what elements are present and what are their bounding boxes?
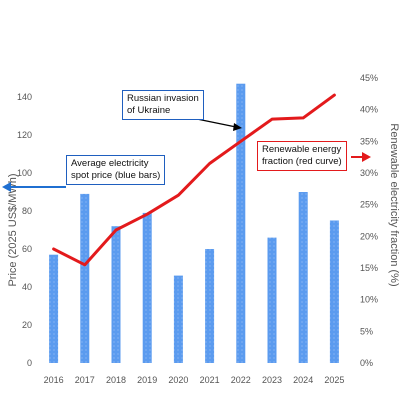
renewable-annotation: Renewable energy fraction (red curve) bbox=[257, 141, 347, 171]
price-bar-2017 bbox=[80, 193, 90, 363]
renewable-fraction-curve bbox=[52, 93, 336, 267]
right-tick-labels: 0% 5% 10% 15% 20% 25% 30% 35% 40% 45% bbox=[360, 73, 378, 368]
invasion-line-1: Russian invasion bbox=[127, 93, 199, 104]
y2-tick-40pct: 40% bbox=[360, 105, 378, 115]
invasion-line-2: of Ukraine bbox=[127, 105, 171, 116]
price-bar-2022 bbox=[236, 83, 246, 363]
x-tick-2018: 2018 bbox=[106, 375, 126, 385]
y2-tick-25pct: 25% bbox=[360, 200, 378, 210]
right-axis-title: Renewable electricity fraction (%) bbox=[388, 123, 400, 286]
x-tick-2022: 2022 bbox=[231, 375, 251, 385]
y-tick-0: 0 bbox=[27, 358, 32, 368]
price-bar-2024 bbox=[298, 192, 308, 363]
y-tick-100: 100 bbox=[17, 168, 32, 178]
x-tick-2024: 2024 bbox=[293, 375, 313, 385]
y2-tick-15pct: 15% bbox=[360, 263, 378, 273]
x-tick-2017: 2017 bbox=[75, 375, 95, 385]
x-tick-labels: 2016 2017 2018 2019 2020 2021 2022 2023 2024 2025 bbox=[44, 375, 345, 385]
price-bar-2019 bbox=[142, 212, 152, 363]
y-tick-60: 60 bbox=[22, 244, 32, 254]
renewable-point-2019 bbox=[146, 213, 148, 215]
y2-tick-0pct: 0% bbox=[360, 358, 373, 368]
left-axis-title: Price (2025 US$/MWh) bbox=[7, 173, 19, 286]
price-line-1: Average electricity bbox=[71, 158, 149, 169]
renewable-point-2025 bbox=[333, 94, 336, 96]
y2-tick-35pct: 35% bbox=[360, 136, 378, 146]
price-bar-2018 bbox=[111, 226, 121, 363]
renewable-line-2: fraction (red curve) bbox=[262, 156, 342, 167]
price-bar-2025 bbox=[329, 220, 339, 363]
price-bar-2016 bbox=[49, 254, 59, 363]
y2-tick-20pct: 20% bbox=[360, 231, 378, 241]
x-tick-2020: 2020 bbox=[168, 375, 188, 385]
x-tick-2023: 2023 bbox=[262, 375, 282, 385]
y2-tick-10pct: 10% bbox=[360, 295, 378, 305]
renewable-point-2022 bbox=[240, 140, 242, 143]
price-bars bbox=[49, 83, 339, 363]
y-tick-20: 20 bbox=[22, 320, 32, 330]
y2-tick-30pct: 30% bbox=[360, 168, 378, 178]
invasion-arrowhead bbox=[233, 123, 242, 131]
y2-tick-5pct: 5% bbox=[360, 326, 373, 336]
y-tick-120: 120 bbox=[17, 130, 32, 140]
renewable-point-2024 bbox=[302, 117, 305, 119]
x-tick-2019: 2019 bbox=[137, 375, 157, 385]
price-bar-2023 bbox=[267, 237, 277, 363]
renewable-point-2021 bbox=[208, 162, 211, 165]
x-tick-2021: 2021 bbox=[200, 375, 220, 385]
y-tick-140: 140 bbox=[17, 92, 32, 102]
invasion-annotation: Russian invasion of Ukraine bbox=[122, 90, 204, 120]
y2-tick-45pct: 45% bbox=[360, 73, 378, 83]
price-bar-2020 bbox=[173, 275, 183, 363]
renewable-arrowhead bbox=[362, 152, 371, 162]
annotation-arrows bbox=[2, 117, 371, 192]
renewable-point-2016 bbox=[52, 248, 55, 250]
renewable-line bbox=[52, 93, 336, 267]
y-tick-40: 40 bbox=[22, 282, 32, 292]
price-arrowhead bbox=[2, 182, 11, 192]
price-annotation: Average electricity spot price (blue bar… bbox=[66, 155, 166, 185]
price-bar-2021 bbox=[205, 249, 215, 363]
renewable-line-1: Renewable energy bbox=[262, 144, 342, 155]
y-tick-80: 80 bbox=[22, 206, 32, 216]
renewable-point-2017 bbox=[84, 264, 86, 266]
x-tick-2016: 2016 bbox=[44, 375, 64, 385]
x-tick-2025: 2025 bbox=[324, 375, 344, 385]
price-line-2: spot price (blue bars) bbox=[71, 170, 161, 181]
left-tick-labels: 0 20 40 60 80 100 120 140 bbox=[17, 92, 32, 368]
renewable-point-2023 bbox=[271, 118, 273, 120]
renewable-point-2018 bbox=[115, 229, 117, 231]
renewable-point-2020 bbox=[177, 194, 180, 196]
